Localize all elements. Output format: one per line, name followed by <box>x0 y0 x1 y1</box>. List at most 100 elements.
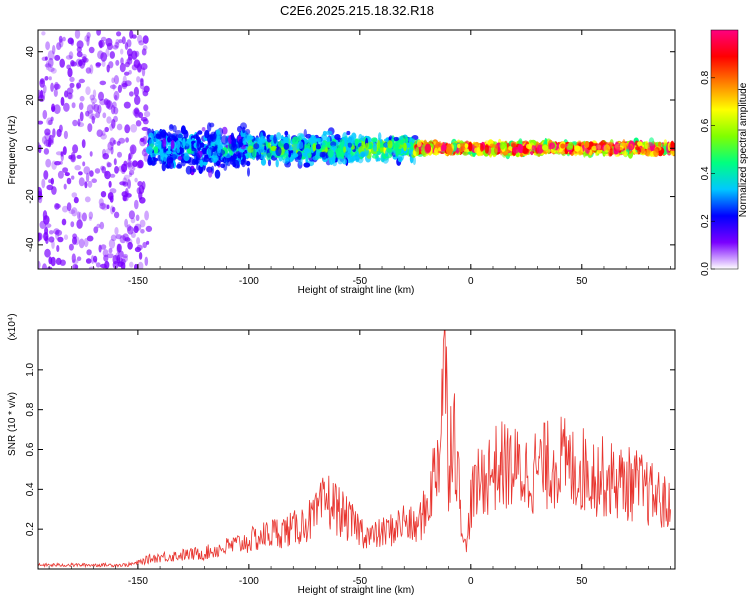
spectrogram-cell <box>121 36 126 45</box>
spectrogram-cell <box>118 165 125 172</box>
spectrogram-cell <box>637 147 641 155</box>
spectrogram-cell <box>81 212 87 222</box>
spectrogram-cell <box>55 257 62 265</box>
spectrogram-cell <box>182 138 186 148</box>
spectrogram-cell <box>398 136 404 141</box>
spectrogram-cell <box>45 41 50 51</box>
spectrogram-cell <box>46 184 54 191</box>
spectrogram-cell <box>89 94 95 101</box>
spectrogram-cell <box>113 139 117 145</box>
spectrogram-cell <box>63 102 70 112</box>
colorbar-tick-label: 0.2 <box>700 214 711 228</box>
spectrogram-cell <box>45 158 52 168</box>
spectrogram-x-label: Height of straight line (km) <box>298 285 415 296</box>
spectrogram-cell <box>105 37 113 47</box>
spectrogram-cell <box>86 32 91 39</box>
spectrogram-cell <box>78 211 82 221</box>
spectrogram-cell <box>78 102 84 110</box>
x-tick-label: 0 <box>468 576 474 587</box>
spectrogram-cell <box>78 177 85 187</box>
spectrogram-cell <box>134 177 138 183</box>
spectrogram-cell <box>378 132 382 141</box>
spectrogram-cell <box>305 155 309 165</box>
spectrogram-cell <box>220 135 228 145</box>
spectrogram-cell <box>196 139 200 147</box>
spectrogram-cell <box>385 137 389 143</box>
spectrogram-cell <box>44 76 49 81</box>
spectrogram-cell <box>494 143 499 153</box>
spectrogram-cell <box>78 78 86 84</box>
spectrogram-cell <box>440 146 445 153</box>
spectrogram-cell <box>39 78 46 83</box>
spectrogram-cell <box>69 82 75 88</box>
spectrogram-cell <box>99 202 106 210</box>
y-tick-label: -40 <box>25 237 36 252</box>
spectrogram-cell <box>50 116 54 122</box>
snr-multiplier-label: (x10⁴) <box>7 313 18 340</box>
spectrogram-cell <box>116 31 122 37</box>
spectrogram-cell <box>96 30 101 36</box>
spectrogram-cell <box>60 151 64 157</box>
spectrogram-y-label: Frequency (Hz) <box>7 116 18 185</box>
spectrogram-cell <box>95 62 101 68</box>
spectrogram-cell <box>457 143 461 149</box>
spectrogram-cell <box>108 238 116 249</box>
spectrogram-cell <box>44 248 51 258</box>
spectrogram-cell <box>44 63 52 68</box>
spectrogram-cell <box>183 153 190 162</box>
spectrogram-cell <box>47 141 52 148</box>
spectrogram-cell <box>259 147 265 154</box>
spectrogram-cell <box>71 175 75 180</box>
spectrogram-cell <box>43 148 50 155</box>
spectrogram-cell <box>101 203 108 211</box>
spectrogram-cell <box>138 252 143 260</box>
spectrogram-cell <box>53 104 61 115</box>
colorbar-gradient <box>711 30 738 269</box>
spectrogram-cell <box>360 151 366 158</box>
spectrogram-cell <box>95 111 101 119</box>
spectrogram-cell <box>577 146 583 156</box>
spectrogram-cell <box>65 55 73 60</box>
spectrogram-cell <box>139 219 146 228</box>
spectrogram-cell <box>167 136 171 143</box>
spectrogram-cell <box>64 172 70 177</box>
spectrogram-cell <box>347 135 354 145</box>
spectrogram-cell <box>175 140 181 149</box>
spectrogram-cell <box>192 168 197 173</box>
spectrogram-cell <box>371 154 379 159</box>
spectrogram-cell <box>76 51 83 58</box>
spectrogram-cell <box>335 148 342 155</box>
spectrogram-cell <box>44 132 51 141</box>
spectrogram-cell <box>266 152 273 162</box>
spectrogram-cell <box>379 147 384 153</box>
spectrogram-cell <box>226 161 231 167</box>
spectrogram-cell <box>71 207 78 217</box>
spectrogram-cell <box>85 86 91 96</box>
spectrogram-cell <box>144 256 149 266</box>
spectrogram-cell <box>48 57 54 68</box>
spectrogram-cell <box>98 198 104 207</box>
spectrogram-cell <box>434 147 439 156</box>
spectrogram-cell <box>568 141 574 149</box>
spectrogram-cell <box>127 241 133 250</box>
y-tick-label: 1.0 <box>25 362 36 376</box>
spectrogram-cell <box>56 245 60 252</box>
spectrogram-cell <box>79 111 84 122</box>
spectrogram-cell <box>117 84 122 93</box>
spectrogram-cell <box>114 41 120 49</box>
spectrogram-cell <box>54 161 61 166</box>
spectrogram-cell <box>113 90 120 101</box>
spectrogram-cell <box>133 225 139 234</box>
spectrogram-cell <box>61 218 67 226</box>
spectrogram-cell <box>84 181 88 189</box>
spectrogram-cell <box>121 83 128 88</box>
spectrogram-cell <box>195 132 199 142</box>
spectrogram-cell <box>115 234 122 240</box>
spectrogram-cell <box>41 31 46 36</box>
spectrogram-cell <box>305 133 312 139</box>
spectrogram-cell <box>144 111 151 118</box>
spectrogram-cell <box>222 157 227 164</box>
spectrogram-cell <box>86 104 94 114</box>
spectrogram-cell <box>41 178 46 189</box>
spectrogram-cell <box>40 79 44 85</box>
